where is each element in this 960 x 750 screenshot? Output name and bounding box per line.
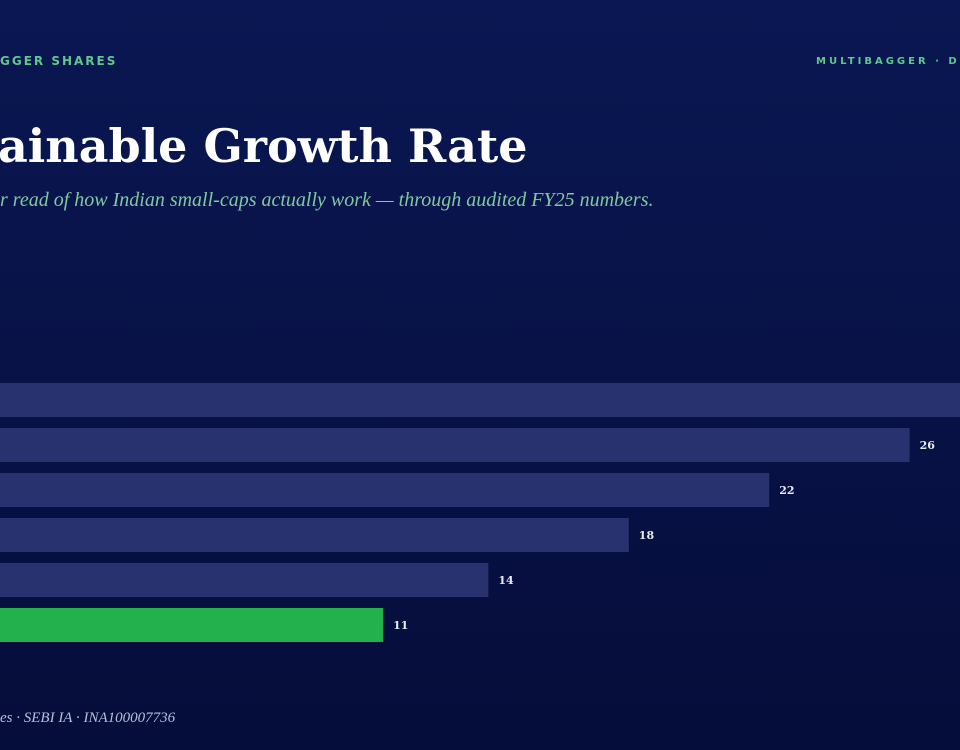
value-label: 18 (639, 529, 655, 542)
brand-right: MULTIBAGGER · D (816, 56, 960, 67)
subtitle: r read of how Indian small-caps actually… (0, 189, 654, 211)
bar (0, 563, 489, 597)
bar (0, 428, 910, 462)
bar (0, 608, 384, 642)
bar (0, 473, 770, 507)
value-label: 22 (779, 484, 794, 497)
bar (0, 383, 960, 417)
title: ainable Growth Rate (0, 119, 528, 173)
brand-left: GGER SHARES (0, 54, 117, 68)
footer: es · SEBI IA · INA100007736 (0, 710, 176, 726)
bar-chart: 26 22 18 14 11 (0, 383, 960, 642)
value-label: 11 (393, 619, 408, 632)
value-label: 26 (920, 439, 936, 452)
bar (0, 518, 629, 552)
value-label: 14 (498, 574, 514, 587)
